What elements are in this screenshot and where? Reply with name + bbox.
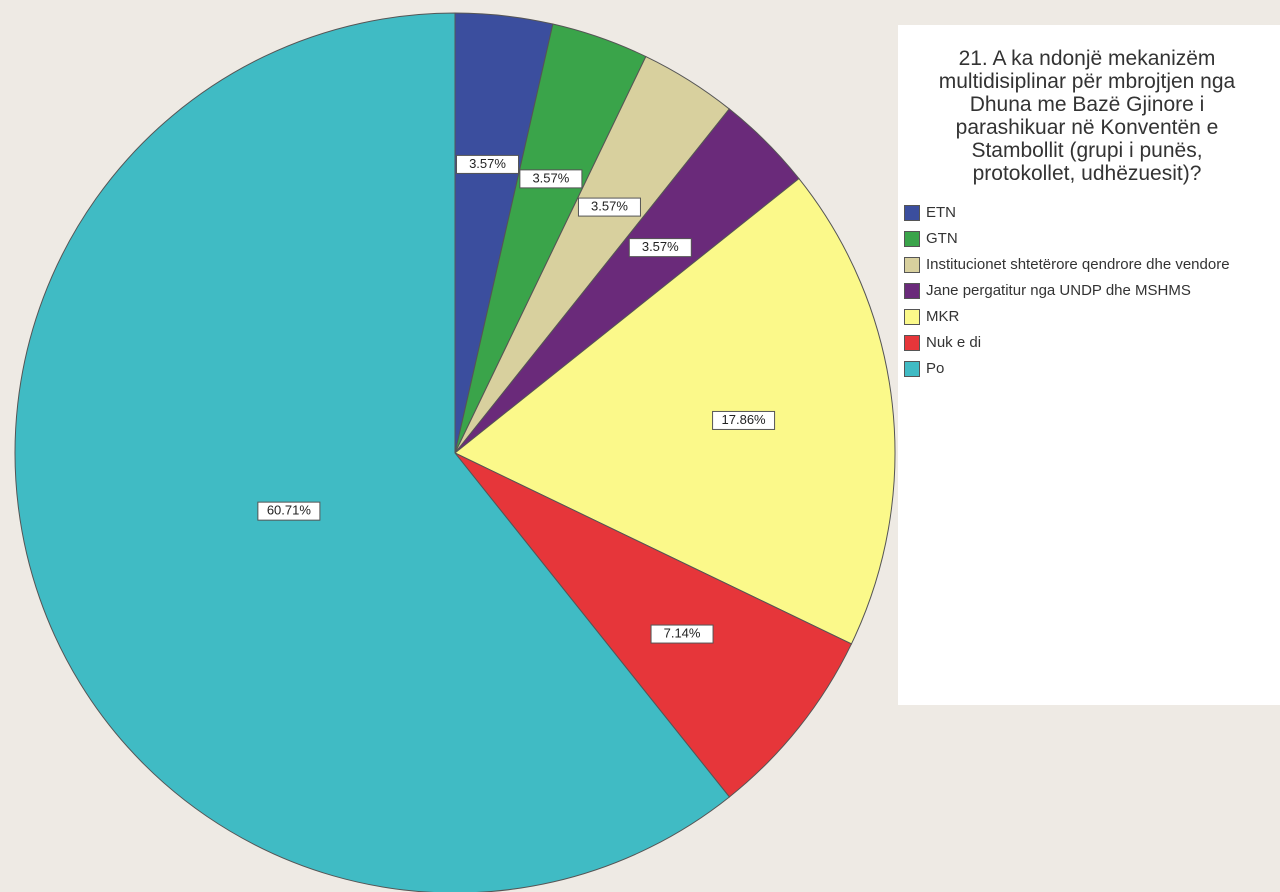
legend-item: GTN [904,231,1270,247]
legend-title: 21. A ka ndonjë mekanizëm multidisiplina… [938,47,1236,185]
legend-swatch [904,231,920,247]
data-label-box [577,197,641,217]
legend-items: ETN GTN Institucionet shtetërore qendrore … [904,205,1270,377]
legend-item: Po [904,361,1270,377]
legend-swatch [904,205,920,221]
legend-item: Institucionet shtetërore qendrore dhe ve… [904,257,1270,273]
legend-label: MKR [926,308,960,325]
data-label-box [712,410,776,430]
legend-label: ETN [926,204,956,221]
data-label-box [519,169,583,189]
legend-label: Institucionet shtetërore qendrore dhe ve… [926,256,1230,273]
legend-item: ETN [904,205,1270,221]
legend-swatch [904,335,920,351]
legend-item: Jane pergatitur nga UNDP dhe MSHMS [904,283,1270,299]
data-label: 7.14% [664,625,701,640]
legend: 21. A ka ndonjë mekanizëm multidisiplina… [898,25,1280,705]
data-label: 3.57% [469,156,506,171]
legend-label: GTN [926,230,958,247]
data-label: 3.57% [642,239,679,254]
data-label: 3.57% [591,199,628,214]
legend-swatch [904,283,920,299]
legend-swatch [904,257,920,273]
data-label: 17.86% [722,412,767,427]
legend-label: Nuk e di [926,334,982,351]
legend-item: MKR [904,309,1270,325]
pie-slice [454,177,896,645]
legend-label: Po [926,360,945,377]
legend-label: Jane pergatitur nga UNDP dhe MSHMS [926,282,1191,299]
legend-swatch [904,361,920,377]
pie-slice [14,12,731,892]
legend-item: Nuk e di [904,335,1270,351]
data-label-box [257,501,321,521]
data-label-box [456,154,520,174]
legend-swatch [904,309,920,325]
data-label-box [628,238,692,258]
data-label-box [650,624,714,644]
data-label: 60.71% [267,503,312,518]
data-label: 3.57% [532,170,569,185]
